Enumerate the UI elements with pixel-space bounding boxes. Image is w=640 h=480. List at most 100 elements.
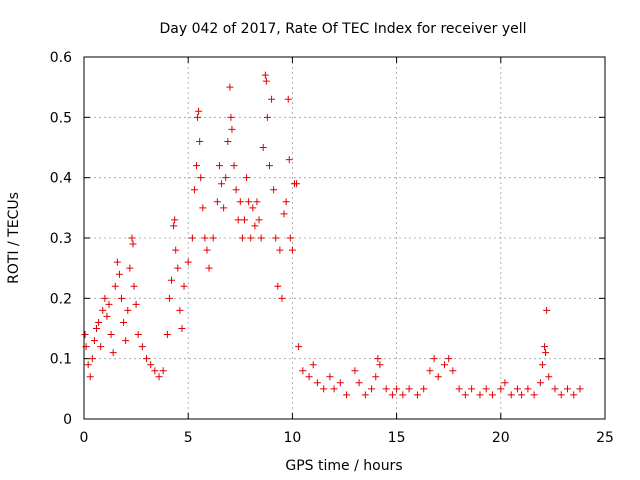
data-point xyxy=(293,180,301,188)
data-point xyxy=(99,306,107,314)
y-tick-label: 0.2 xyxy=(50,291,72,307)
data-point xyxy=(115,270,123,278)
data-point xyxy=(97,343,105,351)
data-point xyxy=(134,331,142,339)
data-point xyxy=(213,198,221,206)
data-point xyxy=(232,186,240,194)
data-point xyxy=(276,246,284,254)
data-point xyxy=(224,137,232,145)
data-point xyxy=(405,385,413,393)
data-point xyxy=(193,162,201,170)
data-point xyxy=(238,234,246,242)
data-point xyxy=(513,385,521,393)
data-point xyxy=(222,174,230,182)
data-point xyxy=(180,282,188,290)
chart-title: Day 042 of 2017, Rate Of TEC Index for r… xyxy=(159,21,526,37)
data-point xyxy=(413,391,421,399)
data-point xyxy=(545,373,553,381)
data-point xyxy=(174,264,182,272)
data-point xyxy=(128,234,136,242)
data-point xyxy=(151,367,159,375)
data-point xyxy=(420,385,428,393)
x-tick-label: 20 xyxy=(492,430,510,446)
data-point xyxy=(326,373,334,381)
data-point xyxy=(113,258,121,266)
x-tick-label: 5 xyxy=(184,430,193,446)
data-point xyxy=(476,391,484,399)
data-point xyxy=(368,385,376,393)
data-point xyxy=(147,361,155,369)
data-point xyxy=(372,373,380,381)
data-point xyxy=(376,361,384,369)
x-axis-title: GPS time / hours xyxy=(285,458,402,474)
data-point xyxy=(103,312,111,320)
data-point xyxy=(262,77,270,85)
data-point xyxy=(172,246,180,254)
data-point xyxy=(178,325,186,332)
data-point xyxy=(263,113,271,121)
data-point xyxy=(374,355,382,363)
data-points-layer xyxy=(81,71,584,399)
data-point xyxy=(449,367,457,375)
data-point xyxy=(205,264,213,272)
data-point xyxy=(355,379,363,387)
data-point xyxy=(542,349,550,357)
data-point xyxy=(143,355,151,363)
data-point xyxy=(95,318,103,326)
grid-layer xyxy=(84,57,605,419)
data-point xyxy=(285,156,293,164)
data-point xyxy=(272,234,280,242)
data-point xyxy=(199,204,207,212)
data-point xyxy=(81,331,89,339)
data-point xyxy=(240,216,248,224)
data-point xyxy=(461,391,469,399)
x-tick-label: 10 xyxy=(283,430,301,446)
data-point xyxy=(265,162,273,170)
data-point xyxy=(120,318,128,326)
data-point xyxy=(536,379,544,387)
data-point xyxy=(126,264,134,272)
data-point xyxy=(468,385,476,393)
data-point xyxy=(551,385,559,393)
data-point xyxy=(159,367,167,375)
data-point xyxy=(320,385,328,393)
data-point xyxy=(482,385,490,393)
data-point xyxy=(236,198,244,206)
data-point xyxy=(284,95,292,103)
data-point xyxy=(101,294,109,302)
plot-frame xyxy=(83,56,606,420)
data-point xyxy=(280,210,288,218)
y-axis-title: ROTI / TECUs xyxy=(6,192,22,284)
data-point xyxy=(388,391,396,399)
data-point xyxy=(132,300,140,308)
data-point xyxy=(507,391,515,399)
data-point xyxy=(88,355,96,363)
data-point xyxy=(518,391,526,399)
data-point xyxy=(194,113,202,121)
data-point xyxy=(299,367,307,375)
data-point xyxy=(313,379,321,387)
data-point xyxy=(171,216,179,224)
data-point xyxy=(168,276,176,284)
data-point xyxy=(270,186,278,194)
data-point xyxy=(361,391,369,399)
data-point xyxy=(455,385,463,393)
data-point xyxy=(541,343,549,351)
data-point xyxy=(105,300,113,308)
data-point xyxy=(93,325,101,332)
data-point xyxy=(176,306,184,314)
data-point xyxy=(86,373,94,381)
data-point xyxy=(245,198,253,206)
data-point xyxy=(197,174,205,182)
data-point xyxy=(259,144,267,151)
data-point xyxy=(230,162,238,170)
data-point xyxy=(286,234,294,242)
data-point xyxy=(124,306,132,314)
data-point xyxy=(288,246,296,254)
data-point xyxy=(243,174,251,182)
data-point xyxy=(111,282,119,290)
data-point xyxy=(84,361,92,369)
data-point xyxy=(227,113,235,121)
data-point xyxy=(203,246,211,254)
